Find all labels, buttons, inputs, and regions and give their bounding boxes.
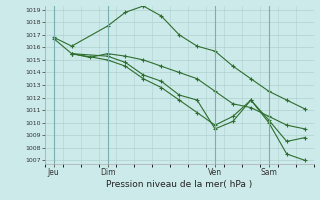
X-axis label: Pression niveau de la mer( hPa ): Pression niveau de la mer( hPa ) — [106, 180, 252, 189]
